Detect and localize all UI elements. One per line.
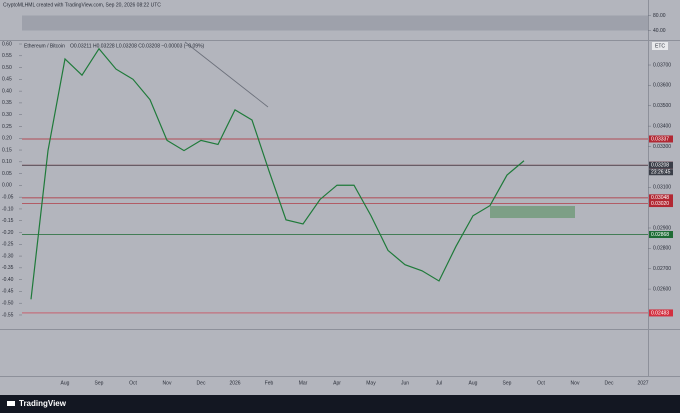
- level-box: [649, 231, 673, 239]
- y-tick-label: -0.20: [2, 230, 14, 236]
- legend-ohlc: O0.03211 H0.03228 L0.03208 C0.03208 −0.0…: [70, 43, 205, 49]
- x-tick-label: Dec: [197, 380, 206, 386]
- y-tick-label: -0.05: [2, 194, 14, 200]
- x-tick-label: Jun: [401, 380, 409, 386]
- zone: [490, 205, 575, 219]
- y2-tick-label: 0.02700: [653, 266, 671, 272]
- x-tick-label: Sep: [503, 380, 512, 386]
- level-label: 0.03020: [651, 201, 669, 207]
- y-tick-label: 0.10: [2, 159, 12, 165]
- x-tick-label: May: [366, 380, 376, 386]
- footer-bar: [0, 395, 680, 413]
- y-tick-label: -0.30: [2, 253, 14, 259]
- level-box: [649, 200, 673, 208]
- last-price-label: 0.03208: [651, 163, 669, 169]
- level-label: 0.02868: [651, 232, 669, 238]
- x-tick-label: Aug: [61, 380, 70, 386]
- y-tick-label: 0.25: [2, 124, 12, 130]
- x-tick-label: Dec: [605, 380, 614, 386]
- y2-tick-label: 0.03400: [653, 123, 671, 129]
- last-price-box: [649, 161, 673, 169]
- y-tick-label: 0.35: [2, 100, 12, 106]
- y2-tick-label: 0.02800: [653, 246, 671, 252]
- y-tick-label: 0.05: [2, 171, 12, 177]
- x-tick-label: Apr: [333, 380, 341, 386]
- footer-logo: [7, 401, 15, 406]
- countdown: 23:26:45: [651, 170, 671, 176]
- symbol-badge: [652, 42, 668, 50]
- rsi-tick-label: 80.00: [653, 13, 666, 19]
- y-tick-label: -0.40: [2, 277, 14, 283]
- price-line: [30, 47, 525, 300]
- y-tick-label: 0.55: [2, 53, 12, 59]
- x-tick-label: Sep: [95, 380, 104, 386]
- x-tick-label: Jul: [436, 380, 442, 386]
- y-tick-label: 0.20: [2, 136, 12, 142]
- x-tick-label: 2026: [229, 380, 240, 386]
- x-tick-label: Nov: [163, 380, 172, 386]
- y-tick-label: -0.55: [2, 312, 14, 318]
- level-box: [649, 194, 673, 202]
- y-tick-label: 0.40: [2, 88, 12, 94]
- x-tick-label: 2027: [637, 380, 648, 386]
- rsi-band: [22, 15, 648, 31]
- y-tick-label: -0.10: [2, 206, 14, 212]
- y-tick-label: -0.50: [2, 301, 14, 307]
- y-tick-label: 0.45: [2, 77, 12, 83]
- y2-tick-label: 0.03100: [653, 185, 671, 191]
- y-tick-label: -0.35: [2, 265, 14, 271]
- y-tick-label: 0.30: [2, 112, 12, 118]
- y2-tick-label: 0.03600: [653, 83, 671, 89]
- x-tick-label: Oct: [129, 380, 137, 386]
- trend-arrow: [184, 41, 269, 108]
- y-tick-label: 0.60: [2, 41, 12, 47]
- y2-tick-label: 0.02900: [653, 225, 671, 231]
- x-tick-label: Nov: [571, 380, 580, 386]
- countdown-box: [649, 169, 673, 176]
- y2-tick-label: 0.03500: [653, 103, 671, 109]
- x-tick-label: Feb: [265, 380, 274, 386]
- level-box: [649, 135, 673, 143]
- level-label: 0.03337: [651, 136, 669, 142]
- symbol: ETC: [655, 43, 665, 49]
- rsi-tick-label: 40.00: [653, 28, 666, 34]
- y2-tick-label: 0.03700: [653, 62, 671, 68]
- x-tick-label: Aug: [469, 380, 478, 386]
- y-tick-label: -0.25: [2, 242, 14, 248]
- y-tick-label: -0.45: [2, 289, 14, 295]
- y2-tick-label: 0.02600: [653, 286, 671, 292]
- x-tick-label: Oct: [537, 380, 545, 386]
- y-tick-label: 0.15: [2, 147, 12, 153]
- header-text: CryptoMLHML created with TradingView.com…: [3, 2, 161, 8]
- y-tick-label: 0.50: [2, 65, 12, 71]
- y-tick-label: -0.15: [2, 218, 14, 224]
- y2-tick-label: 0.03300: [653, 144, 671, 150]
- y-tick-label: 0.00: [2, 183, 12, 189]
- footer-text: TradingView: [19, 399, 67, 408]
- level-label: 0.02483: [651, 310, 669, 316]
- level-box: [649, 309, 673, 317]
- x-tick-label: Mar: [299, 380, 308, 386]
- level-label: 0.03048: [651, 195, 669, 201]
- legend-title: Ethereum / Bitcoin: [24, 43, 65, 49]
